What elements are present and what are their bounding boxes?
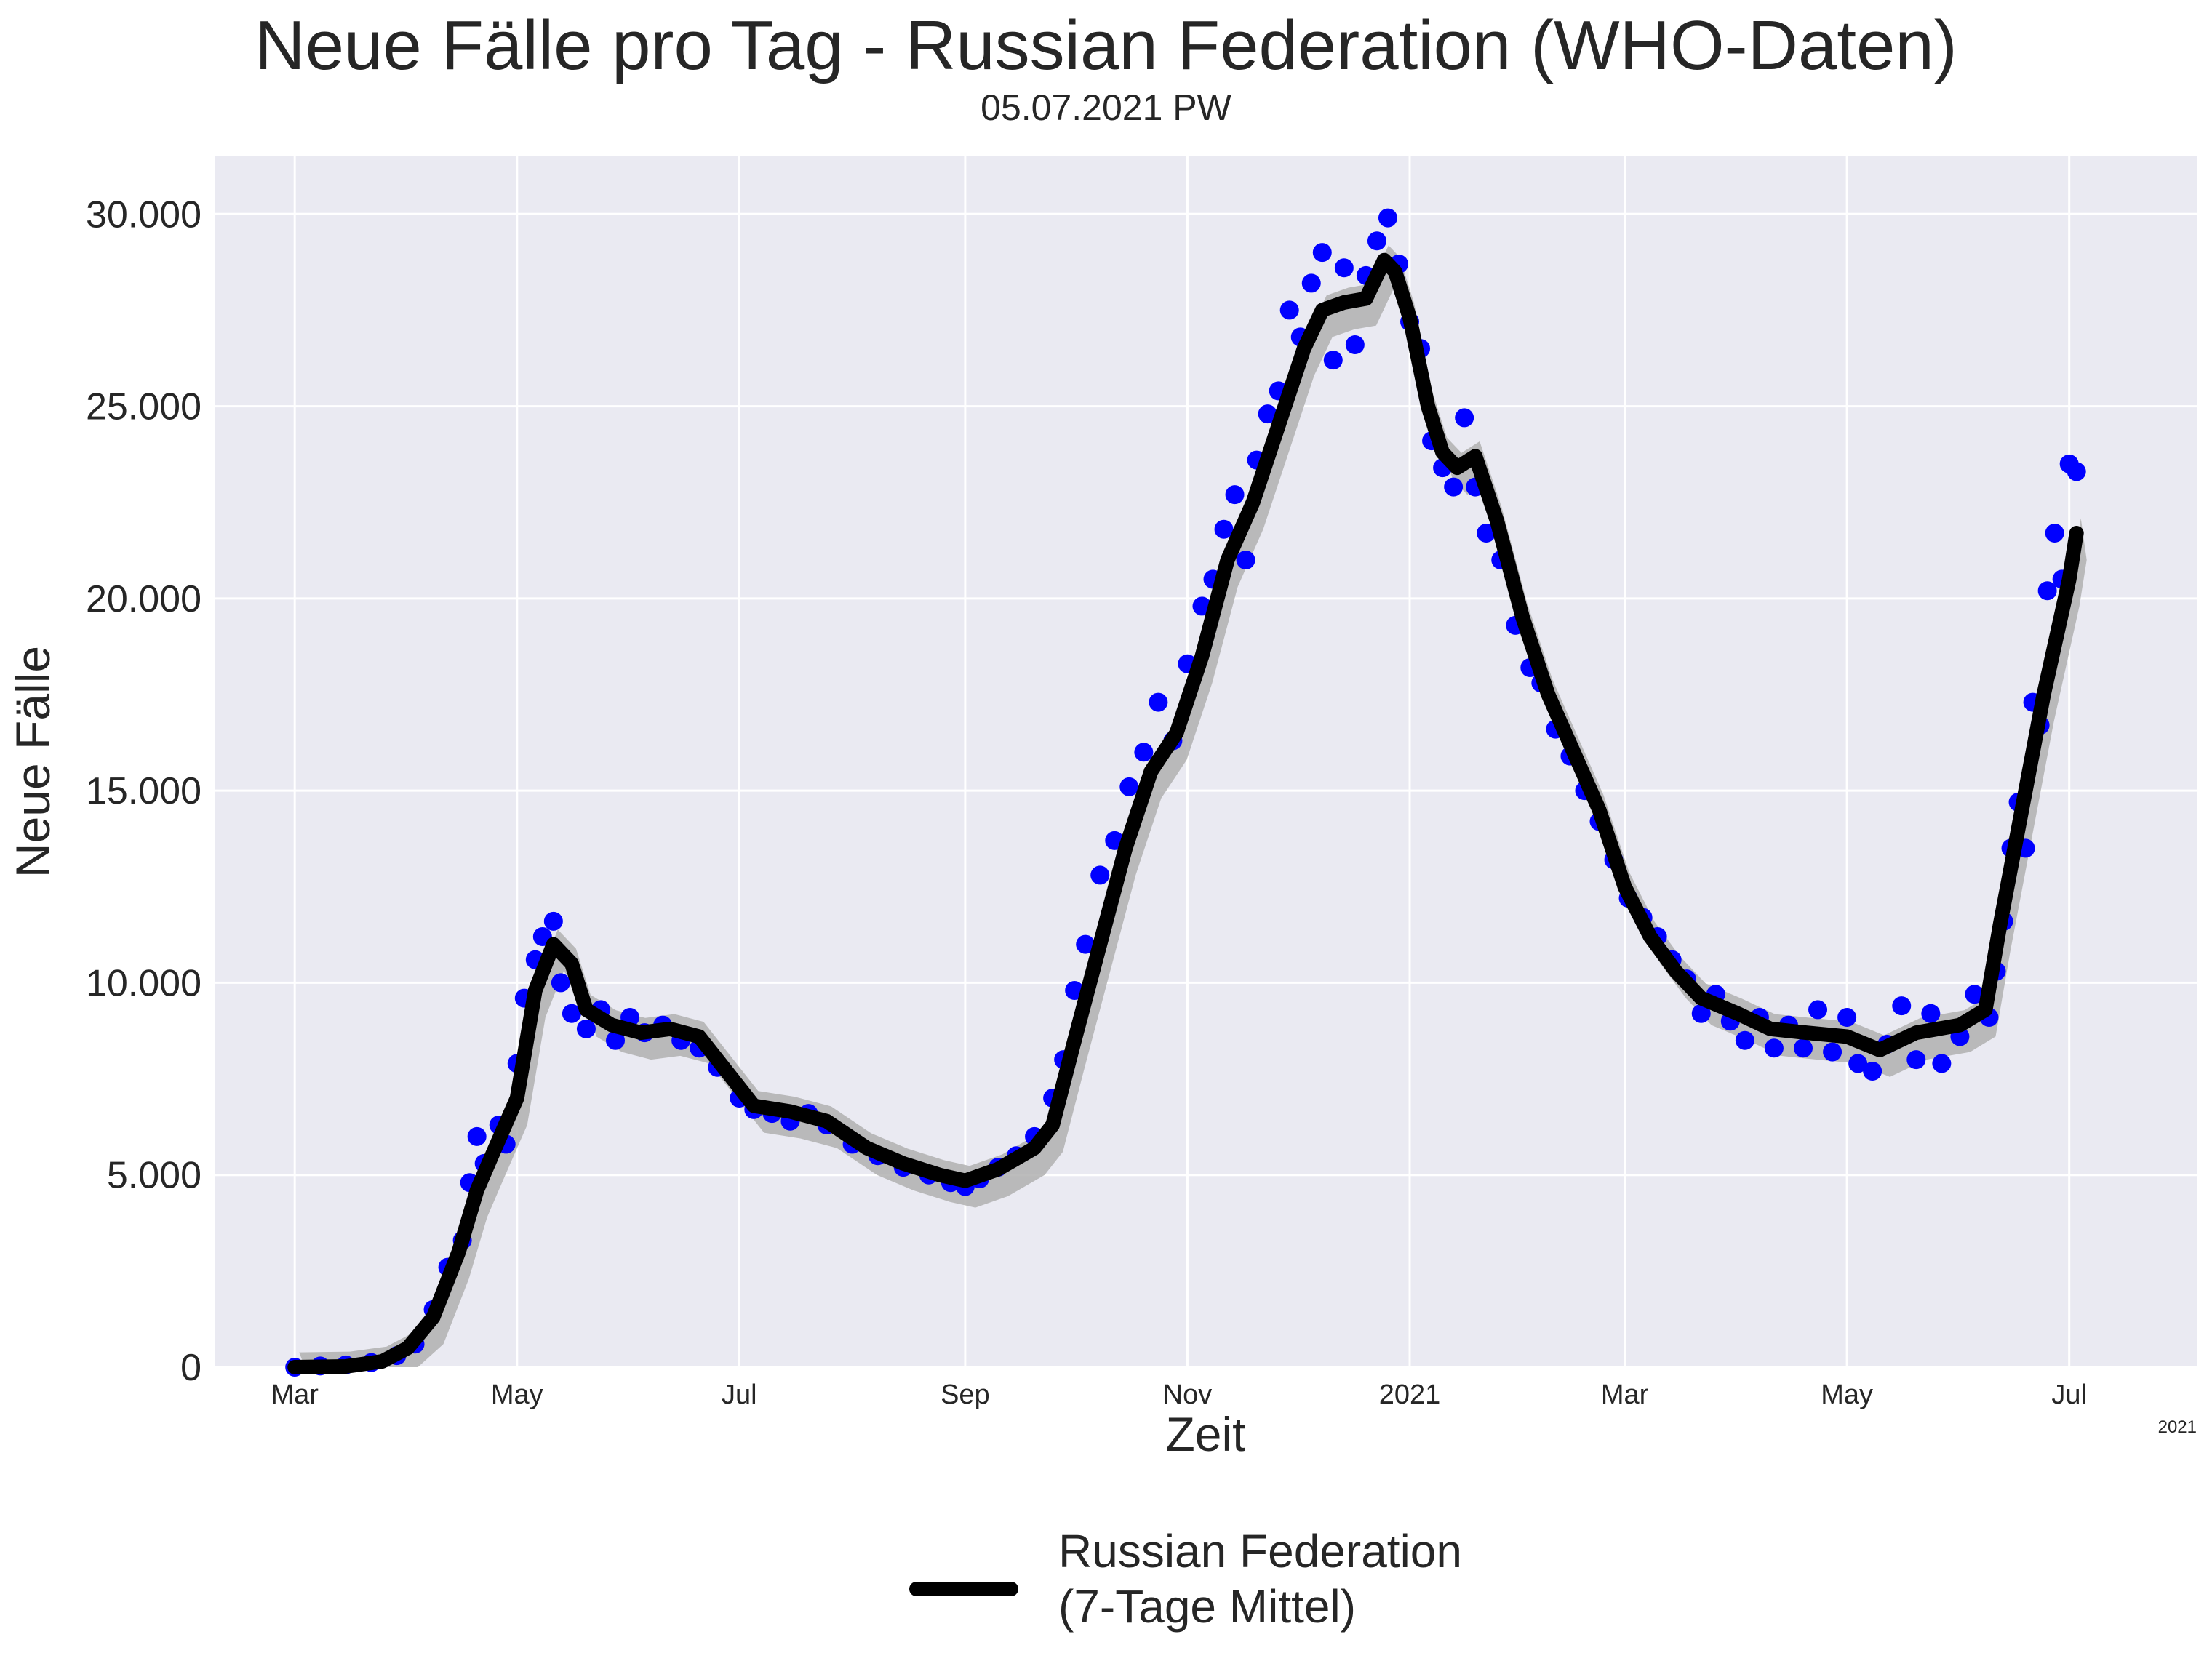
x-offset-label: 2021	[2158, 1417, 2197, 1437]
plot-area	[215, 156, 2197, 1367]
y-tick-label: 15.000	[86, 770, 201, 812]
data-point	[1323, 351, 1343, 370]
data-point	[1837, 1008, 1857, 1027]
data-point	[1301, 273, 1321, 293]
data-point	[576, 1019, 596, 1038]
x-tick-label: Mar	[271, 1380, 319, 1410]
data-point	[1477, 524, 1496, 543]
data-point	[551, 973, 570, 993]
data-point	[1691, 1004, 1711, 1023]
data-point	[2067, 462, 2086, 481]
data-point	[1214, 519, 1234, 539]
data-point	[1345, 335, 1365, 354]
data-point	[1863, 1062, 1882, 1081]
data-point	[1334, 258, 1354, 278]
legend: Russian Federation (7-Tage Mittel)	[909, 1524, 1564, 1640]
data-point	[1932, 1054, 1952, 1073]
data-point	[562, 1004, 581, 1023]
data-point	[1848, 1054, 1868, 1073]
data-point	[1906, 1050, 1926, 1070]
data-point	[1794, 1038, 1813, 1058]
y-tick-label: 0	[180, 1347, 201, 1389]
y-tick-label: 20.000	[86, 578, 201, 620]
data-point	[1258, 404, 1277, 424]
x-axis-label: Zeit	[1165, 1407, 1245, 1461]
data-point	[1090, 865, 1110, 885]
data-point	[1236, 551, 1255, 569]
data-point	[1378, 208, 1397, 228]
y-tick-label: 25.000	[86, 386, 201, 428]
data-point	[1823, 1042, 1842, 1062]
data-point	[1444, 477, 1464, 497]
x-tick-label: May	[1821, 1380, 1873, 1410]
data-point	[1892, 996, 1912, 1016]
y-tick-label: 30.000	[86, 193, 201, 236]
y-tick-label: 5.000	[107, 1155, 201, 1197]
data-point	[1119, 777, 1139, 796]
x-tick-label: Jul	[2051, 1380, 2087, 1410]
x-tick-label: Mar	[1601, 1380, 1649, 1410]
series-line-russian-federation	[287, 252, 2084, 1374]
chart-title: Neue Fälle pro Tag - Russian Federation …	[255, 7, 1957, 84]
data-point	[1279, 300, 1299, 320]
data-point	[543, 911, 563, 931]
legend-label: Russian Federation (7-Tage Mittel)	[1058, 1525, 1462, 1633]
y-tick-label: 10.000	[86, 962, 201, 1004]
data-point	[467, 1126, 487, 1146]
x-tick-label: Jul	[722, 1380, 757, 1410]
x-tick-label: Nov	[1163, 1380, 1213, 1410]
data-point	[1149, 692, 1168, 712]
data-point	[1134, 743, 1154, 762]
x-tick-label: 2021	[1379, 1380, 1441, 1410]
data-point	[606, 1030, 626, 1050]
chart-subtitle: 05.07.2021 PW	[981, 87, 1231, 128]
data-point	[1367, 231, 1386, 251]
legend-line-swatch	[909, 1582, 1018, 1596]
x-tick-label: May	[491, 1380, 543, 1410]
data-point	[1764, 1038, 1784, 1058]
data-point	[1735, 1030, 1754, 1050]
data-point	[1225, 485, 1245, 505]
y-axis-label: Neue Fälle	[6, 646, 60, 878]
data-point	[1965, 985, 1984, 1004]
data-point	[1312, 243, 1332, 263]
data-point	[1076, 934, 1095, 954]
x-tick-label: Sep	[941, 1380, 990, 1410]
data-point	[1455, 408, 1474, 428]
data-point	[2037, 581, 2057, 601]
data-point	[1808, 1000, 1828, 1020]
data-point	[1921, 1004, 1941, 1023]
data-point	[2045, 524, 2064, 543]
